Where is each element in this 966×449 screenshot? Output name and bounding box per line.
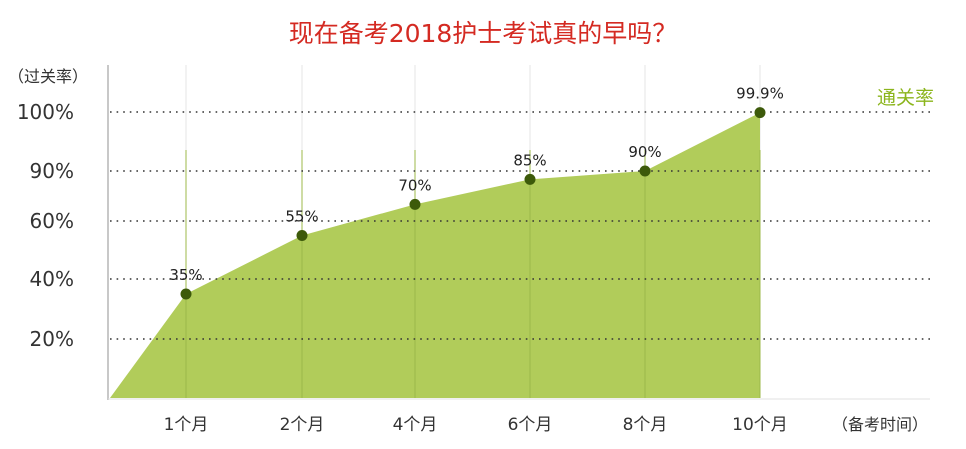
data-point bbox=[754, 107, 766, 119]
data-point bbox=[524, 173, 536, 185]
data-label: 35% bbox=[169, 266, 202, 284]
data-label: 70% bbox=[398, 176, 431, 194]
y-tick-label: 60% bbox=[30, 209, 74, 233]
y-axis-label: （过关率） bbox=[8, 67, 88, 86]
legend-label: 通关率 bbox=[877, 87, 934, 109]
chart-title: 现在备考2018护士考试真的早吗？ bbox=[288, 19, 678, 48]
y-tick-label: 20% bbox=[30, 327, 74, 351]
x-tick-label: 6个月 bbox=[508, 415, 553, 435]
y-tick-label: 90% bbox=[30, 159, 74, 183]
x-tick-label: 4个月 bbox=[393, 415, 438, 435]
area-series bbox=[110, 112, 760, 398]
y-tick-label: 100% bbox=[17, 100, 74, 124]
x-axis-label: （备考时间） bbox=[832, 415, 928, 434]
data-label: 55% bbox=[285, 208, 318, 226]
data-point bbox=[180, 288, 192, 300]
x-tick-label: 10个月 bbox=[732, 415, 788, 435]
data-point bbox=[409, 198, 421, 210]
x-tick-label: 8个月 bbox=[623, 415, 668, 435]
x-tick-label: 1个月 bbox=[164, 415, 209, 435]
y-tick-label: 40% bbox=[30, 267, 74, 291]
x-tick-label: 2个月 bbox=[280, 415, 325, 435]
data-point bbox=[639, 165, 651, 177]
data-label: 85% bbox=[513, 151, 546, 169]
data-label: 90% bbox=[628, 143, 661, 161]
data-point bbox=[296, 230, 308, 241]
data-label: 99.9% bbox=[736, 85, 784, 103]
